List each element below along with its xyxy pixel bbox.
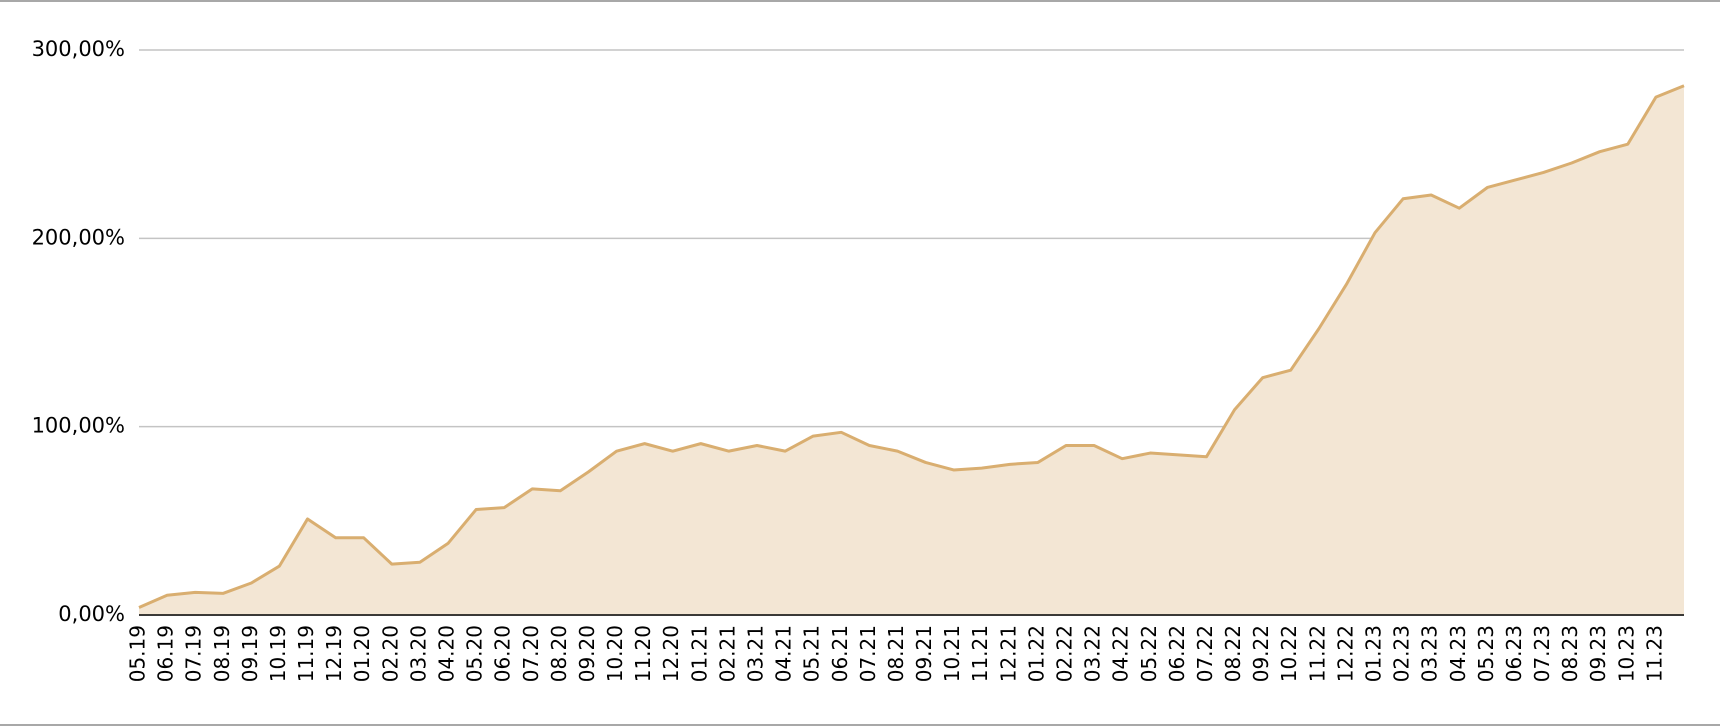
x-tick-label: 08.22 (1221, 625, 1245, 682)
x-tick-label: 04.21 (772, 625, 796, 682)
x-tick-label: 11.22 (1305, 625, 1329, 682)
y-tick-label: 300,00% (32, 37, 125, 61)
x-tick-label: 12.20 (659, 625, 683, 682)
x-tick-label: 12.21 (996, 625, 1020, 682)
x-tick-label: 01.20 (350, 625, 374, 682)
x-tick-label: 05.20 (463, 625, 487, 682)
x-tick-label: 05.21 (800, 625, 824, 682)
x-tick-label: 06.20 (491, 625, 515, 682)
x-tick-label: 03.22 (1081, 625, 1105, 682)
x-tick-label: 06.23 (1502, 625, 1526, 682)
x-tick-label: 01.23 (1362, 625, 1386, 682)
x-tick-label: 02.22 (1053, 625, 1077, 682)
x-tick-label: 02.21 (715, 625, 739, 682)
x-tick-label: 09.21 (912, 625, 936, 682)
x-tick-label: 08.23 (1558, 625, 1582, 682)
line (138, 84, 1685, 609)
x-tick-label: 01.22 (1024, 625, 1048, 682)
x-tick-label: 11.19 (294, 625, 318, 682)
x-tick-label: 10.21 (940, 625, 964, 682)
x-tick-label: 10.22 (1277, 625, 1301, 682)
x-tick-label: 03.20 (406, 625, 430, 682)
x-tick-label: 06.21 (828, 625, 852, 682)
x-tick-label: 01.21 (687, 625, 711, 682)
x-tick-label: 07.21 (856, 625, 880, 682)
x-tick-label: 07.23 (1530, 625, 1554, 682)
x-tick-label: 03.23 (1418, 625, 1442, 682)
x-tick-label: 11.20 (631, 625, 655, 682)
x-tick-label: 07.20 (519, 625, 543, 682)
x-tick-label: 08.19 (210, 625, 234, 682)
x-tick-label: 04.22 (1109, 625, 1133, 682)
x-tick-label: 04.23 (1446, 625, 1470, 682)
y-tick-label: 200,00% (32, 225, 125, 249)
y-tick-label: 0,00% (58, 602, 125, 626)
x-tick-label: 09.22 (1249, 625, 1273, 682)
x-tick-label: 09.23 (1586, 625, 1610, 682)
x-tick-label: 11.21 (968, 625, 992, 682)
x-tick-label: 05.22 (1137, 625, 1161, 682)
x-tick-label: 08.21 (884, 625, 908, 682)
x-tick-label: 06.22 (1165, 625, 1189, 682)
x-tick-label: 10.19 (266, 625, 290, 682)
x-tick-label: 10.23 (1614, 625, 1638, 682)
x-tick-label: 12.22 (1333, 625, 1357, 682)
x-tick-label: 02.20 (378, 625, 402, 682)
x-tick-label: 04.20 (435, 625, 459, 682)
area (139, 85, 1684, 616)
x-tick-label: 07.22 (1193, 625, 1217, 682)
y-tick-label: 100,00% (32, 414, 125, 438)
x-tick-label: 06.19 (154, 625, 178, 682)
x-tick-label: 09.19 (238, 625, 262, 682)
x-tick-label: 11.23 (1642, 625, 1666, 682)
x-tick-label: 05.19 (126, 625, 150, 682)
x-tick-label: 03.21 (744, 625, 768, 682)
x-tick-label: 10.20 (603, 625, 627, 682)
x-tick-label: 07.19 (182, 625, 206, 682)
x-tick-label: 09.20 (575, 625, 599, 682)
x-tick-label: 05.23 (1474, 625, 1498, 682)
x-tick-label: 08.20 (547, 625, 571, 682)
x-tick-label: 02.23 (1390, 625, 1414, 682)
x-tick-label: 12.19 (322, 625, 346, 682)
